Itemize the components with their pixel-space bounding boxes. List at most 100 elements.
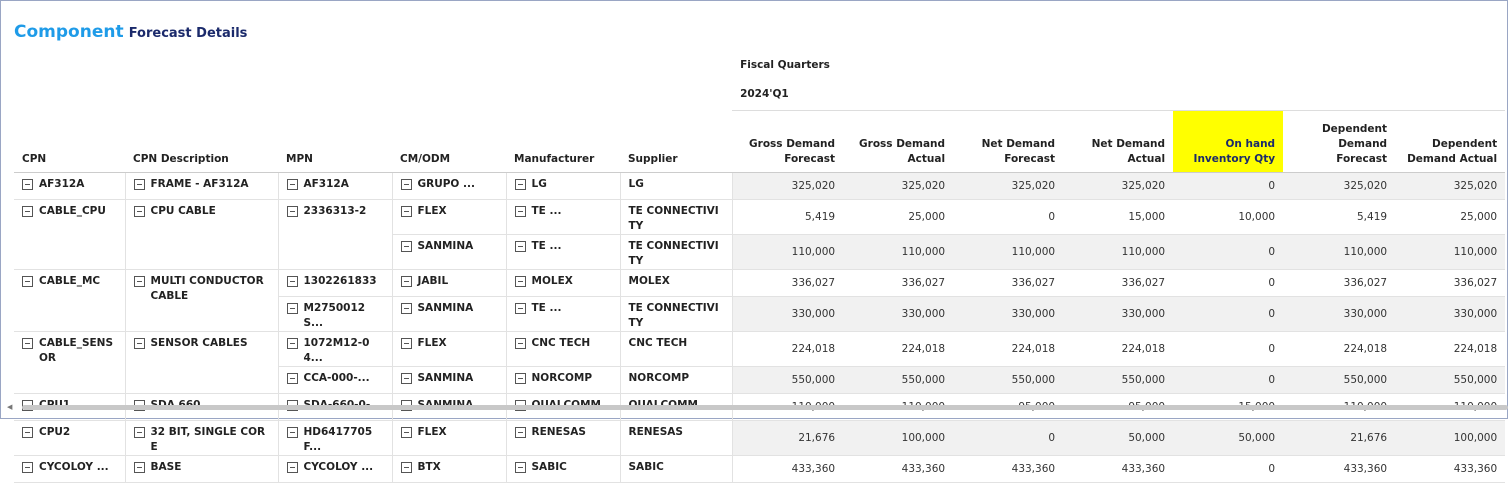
table-row: CABLE_CPU CPU CABLE 2336313-2 FLEX TE ... TE … (14, 199, 1506, 270)
cell-text: FLEX (417, 337, 447, 349)
column-header[interactable]: On hand Inventory Qty (1173, 110, 1284, 173)
column-header[interactable]: Dependent Demand Actual (1395, 110, 1506, 173)
collapse-icon[interactable] (514, 276, 526, 287)
cell-content: FLEX (400, 425, 498, 440)
cell-text: 1302261833 (303, 275, 377, 287)
cell: SABIC (620, 455, 733, 483)
group-label: Fiscal Quarters (732, 52, 1505, 78)
cell: FLEX (392, 199, 507, 235)
cell-text: M2750012S... (303, 302, 366, 329)
cell-content: TE CONNECTIVITY (629, 204, 724, 234)
collapse-icon[interactable] (22, 276, 33, 287)
collapse-icon[interactable] (514, 427, 526, 438)
collapse-icon[interactable] (400, 373, 412, 384)
collapse-icon[interactable] (286, 206, 298, 217)
collapse-icon[interactable] (514, 241, 526, 252)
cell: CYCOLOY ... (14, 455, 126, 483)
cell-text: CNC TECH (531, 337, 591, 349)
collapse-icon[interactable] (400, 179, 412, 190)
cell-content: TE ... (514, 239, 612, 254)
collapse-icon[interactable] (133, 338, 145, 349)
collapse-icon[interactable] (514, 206, 526, 217)
collapse-icon[interactable] (514, 179, 526, 190)
collapse-icon[interactable] (22, 338, 33, 349)
cell-text: TE CONNECTIVITY (628, 240, 719, 267)
cell: FLEX (392, 331, 507, 367)
cell-text: TE ... (531, 302, 562, 314)
column-header[interactable]: Manufacturer (506, 110, 620, 173)
collapse-icon[interactable] (400, 206, 412, 217)
collapse-icon[interactable] (286, 373, 298, 384)
cell-content: TE ... (514, 204, 612, 219)
value-cell: 110,000 (843, 234, 954, 270)
cell: CABLE_MC (14, 269, 126, 332)
value-cell: 550,000 (843, 366, 954, 394)
cell: HD6417705F... (278, 420, 393, 456)
cell-content: 32 BIT, SINGLE CORE (133, 425, 270, 455)
value-cell: 224,018 (1063, 331, 1174, 367)
cell-content: LG (629, 177, 724, 192)
cell: SENSOR CABLES (125, 331, 279, 394)
scroll-left[interactable]: ◀ (7, 403, 13, 411)
value-cell: 325,020 (1395, 172, 1506, 200)
cell: BTX (392, 455, 507, 483)
collapse-icon[interactable] (22, 427, 33, 438)
column-header[interactable]: CM/ODM (392, 110, 506, 173)
column-header[interactable]: Gross Demand Forecast (732, 110, 844, 173)
collapse-icon[interactable] (286, 427, 298, 438)
cell-content: FLEX (400, 204, 498, 219)
collapse-icon[interactable] (133, 276, 145, 287)
collapse-icon[interactable] (514, 462, 526, 473)
cell: CABLE_CPU (14, 199, 126, 270)
collapse-icon[interactable] (400, 462, 412, 473)
cell-content: M2750012S... (286, 301, 384, 331)
collapse-icon[interactable] (286, 179, 298, 190)
horizontal-scrollbar[interactable] (22, 405, 1508, 410)
collapse-icon[interactable] (22, 206, 33, 217)
table-row: CCA-000-... SANMINA NORCOMP NORCOMP 550,000 5… (14, 366, 1506, 394)
collapse-icon[interactable] (286, 276, 298, 287)
collapse-icon[interactable] (133, 206, 145, 217)
collapse-icon[interactable] (514, 303, 526, 314)
cell-content: RENESAS (629, 425, 724, 440)
column-header[interactable]: Dependent Demand Forecast (1283, 110, 1396, 173)
cell-content: AF312A (286, 177, 384, 192)
collapse-icon[interactable] (286, 303, 298, 314)
collapse-icon[interactable] (514, 338, 526, 349)
collapse-icon[interactable] (133, 462, 145, 473)
cell: TE ... (506, 296, 621, 332)
column-header[interactable]: Net Demand Forecast (953, 110, 1064, 173)
collapse-icon[interactable] (400, 303, 412, 314)
cell: 32 BIT, SINGLE CORE (125, 420, 279, 456)
column-header[interactable]: Supplier (620, 110, 733, 173)
value-cell: 10,000 (1173, 199, 1284, 235)
collapse-icon[interactable] (286, 462, 298, 473)
value-cell: 325,020 (732, 172, 844, 200)
collapse-icon[interactable] (286, 338, 298, 349)
collapse-icon[interactable] (514, 373, 526, 384)
column-header[interactable]: CPN (14, 110, 125, 173)
value-cell: 550,000 (1063, 366, 1174, 394)
collapse-icon[interactable] (22, 462, 33, 473)
collapse-icon[interactable] (400, 427, 412, 438)
cell-text: AF312A (39, 178, 85, 190)
column-header[interactable]: Net Demand Actual (1063, 110, 1174, 173)
collapse-icon[interactable] (22, 179, 33, 190)
column-header[interactable]: CPN Description (125, 110, 278, 173)
collapse-icon[interactable] (400, 241, 412, 252)
cell: CABLE_SENSOR (14, 331, 126, 394)
cell-text: CABLE_CPU (39, 205, 106, 217)
column-header[interactable]: MPN (278, 110, 392, 173)
cell: AF312A (14, 172, 126, 200)
value-cell: 0 (1173, 366, 1284, 394)
value-cell: 550,000 (953, 366, 1064, 394)
table-row: SANMINA TE ... TE CONNECTIVITY 110,000 110,0… (14, 234, 1506, 270)
title-main: Component (14, 22, 124, 42)
collapse-icon[interactable] (133, 179, 145, 190)
collapse-icon[interactable] (133, 427, 145, 438)
cell-text: CYCOLOY ... (39, 461, 109, 473)
collapse-icon[interactable] (400, 276, 412, 287)
column-header[interactable]: Gross Demand Actual (843, 110, 954, 173)
collapse-icon[interactable] (400, 338, 412, 349)
value-cell: 0 (953, 420, 1064, 456)
